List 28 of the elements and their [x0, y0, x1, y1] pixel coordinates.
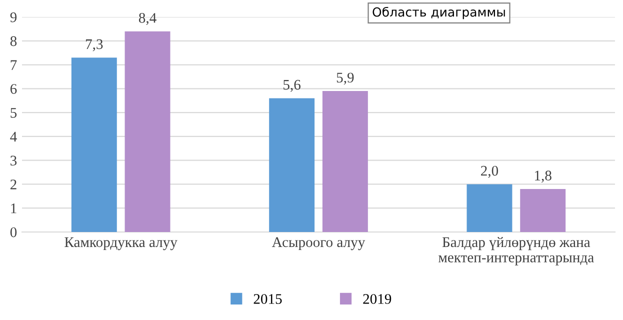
data-label: 2,0: [481, 166, 498, 178]
y-tick-label: 1: [11, 204, 16, 214]
y-tick-label: 5: [10, 108, 17, 118]
bar: [520, 189, 566, 232]
y-tick-label: 4: [10, 132, 17, 142]
bar: [466, 184, 512, 232]
x-tick-label: Балдар үйлөрүндө жана мектеп-интернаттарында: [438, 237, 594, 266]
data-label: 8,4: [138, 12, 156, 25]
data-label: 7,3: [86, 39, 103, 52]
y-tick-label: 7: [10, 60, 17, 70]
y-tick-label: 6: [10, 84, 17, 94]
legend-label: 2019: [363, 294, 392, 304]
y-tick-label: 0: [10, 227, 17, 238]
y-tick-label: 8: [10, 36, 17, 46]
x-tick-label: Камкордукка алуу: [64, 237, 178, 250]
annotation: Область диаграммы: [372, 6, 505, 20]
bar: [71, 58, 117, 232]
bar: [322, 91, 368, 232]
data-label: 1,8: [535, 170, 552, 183]
data-label: 5,9: [336, 72, 354, 85]
data-label: 5,6: [284, 80, 300, 92]
bar: [124, 31, 170, 232]
legend-label: 2015: [254, 294, 282, 304]
x-tick-label: Асыроого алуу: [272, 237, 366, 250]
y-tick-label: 3: [10, 156, 17, 166]
bar: [269, 98, 315, 232]
y-tick-label: 2: [10, 180, 16, 190]
y-tick-label: 9: [10, 12, 17, 22]
